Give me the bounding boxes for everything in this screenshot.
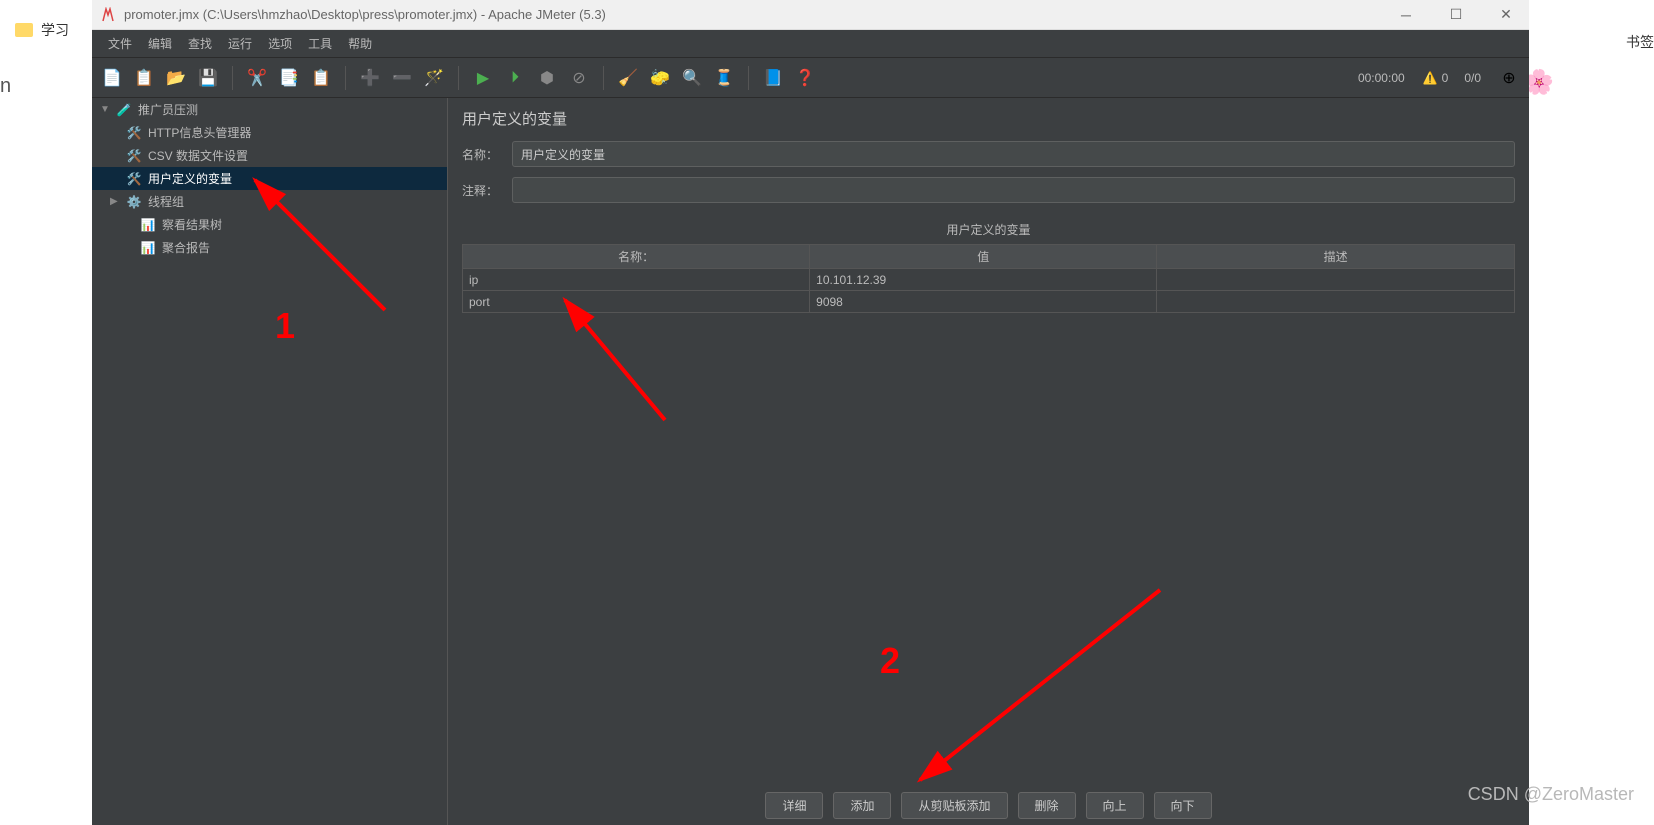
run-icon[interactable]: ▶ [471, 66, 495, 90]
tab-label: 学习 [41, 20, 69, 40]
clear-all-icon[interactable]: 🧽 [648, 66, 672, 90]
minimize-button[interactable]: ─ [1391, 5, 1421, 25]
open-icon[interactable]: 📂 [164, 66, 188, 90]
run-notimer-icon[interactable]: ⏵ [503, 66, 527, 90]
thread-counter: 0/0 [1464, 71, 1481, 85]
sidebar-fragment: n [0, 75, 11, 98]
new-icon[interactable]: 📄 [100, 66, 124, 90]
tree-item-results-tree[interactable]: 📊 察看结果树 [92, 213, 447, 236]
tree-label: 线程组 [148, 193, 184, 210]
cell-value[interactable]: 9098 [810, 291, 1157, 313]
panel-title: 用户定义的变量 [462, 108, 1515, 129]
detail-button[interactable]: 详细 [765, 792, 823, 819]
cell-desc[interactable] [1157, 291, 1515, 313]
testplan-icon: 🧪 [116, 102, 132, 118]
table-caption: 用户定义的变量 [462, 221, 1515, 238]
delete-button[interactable]: 删除 [1018, 792, 1076, 819]
expand-icon[interactable]: ⊕ [1497, 66, 1521, 90]
paste-icon[interactable]: 📋 [309, 66, 333, 90]
templates-icon[interactable]: 📋 [132, 66, 156, 90]
tree-label: 察看结果树 [162, 216, 222, 233]
cell-value[interactable]: 10.101.12.39 [810, 269, 1157, 291]
tree-item-user-vars[interactable]: 🛠️ 用户定义的变量 [92, 167, 447, 190]
plus-icon[interactable]: ➕ [358, 66, 382, 90]
jmeter-window: promoter.jmx (C:\Users\hmzhao\Desktop\pr… [92, 0, 1529, 825]
table-row[interactable]: port 9098 [463, 291, 1515, 313]
help-icon[interactable]: ❓ [793, 66, 817, 90]
config-icon: 🛠️ [126, 148, 142, 164]
copy-icon[interactable]: 📑 [277, 66, 301, 90]
clear-icon[interactable]: 🧹 [616, 66, 640, 90]
menu-tools[interactable]: 工具 [300, 31, 340, 56]
shutdown-icon[interactable]: ⊘ [567, 66, 591, 90]
menu-help[interactable]: 帮助 [340, 31, 380, 56]
config-icon: 🛠️ [126, 171, 142, 187]
function-icon[interactable]: 📘 [761, 66, 785, 90]
cell-name[interactable]: port [463, 291, 810, 313]
app-icon [100, 7, 116, 23]
tree-panel: ▼ 🧪 推广员压测 🛠️ HTTP信息头管理器 🛠️ CSV 数据文件设置 🛠️… [92, 98, 448, 825]
vars-table: 名称： 值 描述 ip 10.101.12.39 port [462, 244, 1515, 313]
add-button[interactable]: 添加 [833, 792, 891, 819]
config-icon: 🛠️ [126, 125, 142, 141]
maximize-button[interactable]: ☐ [1441, 5, 1471, 25]
window-title: promoter.jmx (C:\Users\hmzhao\Desktop\pr… [124, 7, 1391, 22]
tree-label: 聚合报告 [162, 239, 210, 256]
watermark: CSDN @ZeroMaster [1468, 784, 1634, 805]
folder-icon [15, 23, 33, 37]
col-name[interactable]: 名称： [463, 245, 810, 269]
search-icon[interactable]: 🔍 [680, 66, 704, 90]
down-button[interactable]: 向下 [1154, 792, 1212, 819]
tree-item-http-header[interactable]: 🛠️ HTTP信息头管理器 [92, 121, 447, 144]
wand-icon[interactable]: 🪄 [422, 66, 446, 90]
button-row: 详细 添加 从剪贴板添加 删除 向上 向下 [448, 786, 1529, 825]
menu-edit[interactable]: 编辑 [140, 31, 180, 56]
tree-item-csv[interactable]: 🛠️ CSV 数据文件设置 [92, 144, 447, 167]
tree-label: 用户定义的变量 [148, 170, 232, 187]
comment-input[interactable] [512, 177, 1515, 203]
tree-root[interactable]: ▼ 🧪 推广员压测 [92, 98, 447, 121]
name-label: 名称： [462, 146, 512, 163]
cut-icon[interactable]: ✂️ [245, 66, 269, 90]
report-icon: 📊 [140, 240, 156, 256]
reset-search-icon[interactable]: 🧵 [712, 66, 736, 90]
menu-file[interactable]: 文件 [100, 31, 140, 56]
up-button[interactable]: 向上 [1086, 792, 1144, 819]
save-icon[interactable]: 💾 [196, 66, 220, 90]
table-row[interactable]: ip 10.101.12.39 [463, 269, 1515, 291]
gear-icon: ⚙️ [126, 194, 142, 210]
toolbar: 📄 📋 📂 💾 ✂️ 📑 📋 ➕ ➖ 🪄 ▶ ⏵ ⬢ ⊘ 🧹 🧽 🔍 🧵 📘 ❓… [92, 58, 1529, 98]
cell-name[interactable]: ip [463, 269, 810, 291]
comment-label: 注释： [462, 182, 512, 199]
close-button[interactable]: ✕ [1491, 5, 1521, 25]
menu-options[interactable]: 选项 [260, 31, 300, 56]
name-input[interactable] [512, 141, 1515, 167]
col-value[interactable]: 值 [810, 245, 1157, 269]
warning-badge[interactable]: ⚠️ 0 [1423, 71, 1449, 85]
report-icon: 📊 [140, 217, 156, 233]
elapsed-timer: 00:00:00 [1358, 71, 1405, 85]
tree-item-thread-group[interactable]: ▶ ⚙️ 线程组 [92, 190, 447, 213]
minus-icon[interactable]: ➖ [390, 66, 414, 90]
clipboard-button[interactable]: 从剪贴板添加 [901, 792, 1007, 819]
menubar: 文件 编辑 查找 运行 选项 工具 帮助 [92, 30, 1529, 58]
bookmark-label: 书签 [1626, 32, 1654, 52]
menu-run[interactable]: 运行 [220, 31, 260, 56]
tree-label: CSV 数据文件设置 [148, 147, 248, 164]
browser-tab[interactable]: 学习 [15, 20, 69, 40]
titlebar: promoter.jmx (C:\Users\hmzhao\Desktop\pr… [92, 0, 1529, 30]
tree-label: HTTP信息头管理器 [148, 124, 251, 141]
col-desc[interactable]: 描述 [1157, 245, 1515, 269]
menu-search[interactable]: 查找 [180, 31, 220, 56]
content-panel: 用户定义的变量 名称： 注释： 用户定义的变量 名称： 值 描述 [448, 98, 1529, 825]
cell-desc[interactable] [1157, 269, 1515, 291]
tree-root-label: 推广员压测 [138, 101, 198, 118]
tree-item-aggregate[interactable]: 📊 聚合报告 [92, 236, 447, 259]
stop-icon[interactable]: ⬢ [535, 66, 559, 90]
